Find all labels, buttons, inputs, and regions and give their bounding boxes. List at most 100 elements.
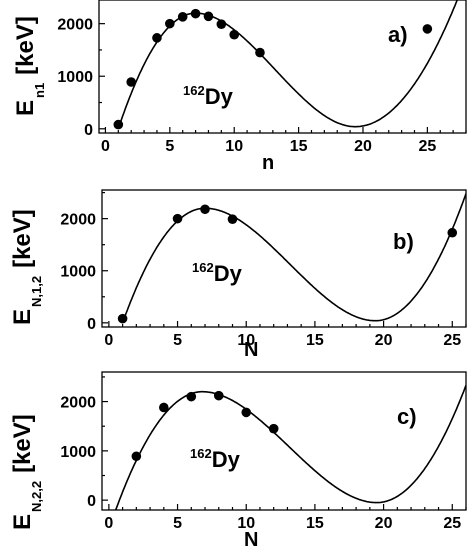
fit-curve xyxy=(117,0,459,130)
x-tick-label: 25 xyxy=(443,515,461,532)
fit-curve-layer xyxy=(114,385,466,510)
y-ticks: 0 1000 2000 xyxy=(57,17,105,139)
y-label-sub: N,2,2 xyxy=(29,481,44,512)
x-ticks: 0 5 10 15 20 25 xyxy=(101,127,467,155)
x-axis-label: N xyxy=(244,339,258,361)
nucleus-mass: 162 xyxy=(183,83,205,98)
x-tick-label: 25 xyxy=(443,332,461,349)
svg-text:En1[keV]: En1 [keV] xyxy=(12,16,47,116)
y-tick-label: 1000 xyxy=(60,444,96,461)
data-point xyxy=(447,227,458,238)
panel-a: 0 5 10 15 20 25 0 1000 2000 a) 162Dy n En1 [keV] xyxy=(12,0,467,174)
data-point xyxy=(422,24,433,34)
data-point xyxy=(213,390,224,401)
x-tick-label: 10 xyxy=(225,138,243,155)
plot-frame xyxy=(101,189,467,328)
x-axis-label: n xyxy=(262,152,274,174)
x-tick-label: 20 xyxy=(354,138,372,155)
y-label-sub: n1 xyxy=(32,83,47,98)
fit-curve-layer xyxy=(117,0,459,130)
panel-b: 0 5 10 15 20 25 0 1000 2000 b) 162Dy N E N,1,2 [k… xyxy=(9,189,467,361)
nucleus-label: 162Dy xyxy=(183,83,234,109)
x-ticks: 0 5 10 15 20 25 xyxy=(104,321,467,349)
y-tick-label: 0 xyxy=(87,493,96,510)
data-point xyxy=(216,19,227,29)
x-tick-label: 10 xyxy=(237,515,255,532)
nucleus-label: 162Dy xyxy=(190,446,241,472)
data-point xyxy=(172,213,183,224)
data-point xyxy=(152,33,162,43)
y-ticks: 0 1000 2000 xyxy=(60,376,108,510)
data-point xyxy=(177,12,188,22)
y-label-main: E xyxy=(9,309,36,325)
x-tick-label: 10 xyxy=(237,332,255,349)
fit-curve xyxy=(121,193,466,324)
y-label-main: E xyxy=(12,100,39,116)
fit-curve-layer xyxy=(121,193,466,324)
y-tick-label: 2000 xyxy=(60,212,96,229)
x-tick-label: 0 xyxy=(104,332,113,349)
nucleus-mass: 162 xyxy=(192,260,214,275)
y-axis-label: E N,2,2 [keV] xyxy=(9,414,44,530)
data-point xyxy=(229,29,240,40)
svg-text:EN,2,2[keV]: E N,2,2 [keV] xyxy=(9,414,44,530)
data-point xyxy=(241,407,252,418)
fit-curve xyxy=(114,385,466,510)
x-ticks: 0 5 10 15 20 25 xyxy=(104,504,467,532)
x-tick-label: 0 xyxy=(104,515,113,532)
x-tick-label: 15 xyxy=(306,332,324,349)
y-label-unit: [keV] xyxy=(9,414,36,473)
x-tick-label: 15 xyxy=(306,515,324,532)
x-tick-label: 15 xyxy=(290,138,308,155)
y-tick-label: 1000 xyxy=(60,264,96,281)
y-label-unit: [keV] xyxy=(12,16,39,75)
svg-text:EN,1,2[keV]: E N,1,2 [keV] xyxy=(9,209,44,325)
data-point xyxy=(159,402,169,413)
x-tick-label: 5 xyxy=(173,515,182,532)
x-tick-label: 25 xyxy=(418,138,436,155)
data-points xyxy=(117,204,458,324)
data-point xyxy=(126,77,136,87)
data-point xyxy=(131,451,142,462)
x-tick-label: 5 xyxy=(165,138,174,155)
data-point xyxy=(117,313,128,324)
nucleus-symbol: Dy xyxy=(205,84,234,109)
x-tick-label: 20 xyxy=(375,515,393,532)
panel-tag: c) xyxy=(397,404,417,429)
y-label-main: E xyxy=(9,514,36,530)
data-point xyxy=(190,8,201,19)
y-axis-label: E N,1,2 [keV] xyxy=(9,209,44,325)
data-point xyxy=(165,18,175,29)
data-point xyxy=(268,423,279,434)
plot-frame xyxy=(101,371,467,511)
x-tick-label: 5 xyxy=(173,332,182,349)
data-point xyxy=(255,47,265,58)
plot-frame xyxy=(98,0,467,134)
y-tick-label: 1000 xyxy=(57,69,93,86)
y-tick-label: 0 xyxy=(84,122,93,139)
y-tick-label: 0 xyxy=(87,316,96,333)
y-tick-label: 2000 xyxy=(57,17,93,34)
y-label-unit: [keV] xyxy=(9,209,36,268)
x-axis-label: N xyxy=(244,529,258,550)
data-point xyxy=(200,204,210,215)
data-points xyxy=(113,8,433,130)
nucleus-mass: 162 xyxy=(190,446,212,461)
panel-tag: a) xyxy=(388,22,408,47)
nucleus-label: 162Dy xyxy=(192,260,243,286)
data-point xyxy=(227,214,238,224)
data-points xyxy=(131,390,279,462)
y-tick-label: 2000 xyxy=(60,395,96,412)
panel-tag: b) xyxy=(393,229,414,254)
nucleus-symbol: Dy xyxy=(212,447,241,472)
data-point xyxy=(186,391,197,402)
data-point xyxy=(113,119,124,130)
y-axis-label: En1 [keV] xyxy=(12,16,47,116)
panel-c: 0 5 10 15 20 25 0 1000 2000 c) 162Dy N E N,2,2 [k… xyxy=(9,371,467,550)
x-tick-label: 20 xyxy=(375,332,393,349)
y-label-sub: N,1,2 xyxy=(29,276,44,307)
y-ticks: 0 1000 2000 xyxy=(60,192,108,333)
x-tick-label: 0 xyxy=(101,138,110,155)
nucleus-symbol: Dy xyxy=(214,261,243,286)
